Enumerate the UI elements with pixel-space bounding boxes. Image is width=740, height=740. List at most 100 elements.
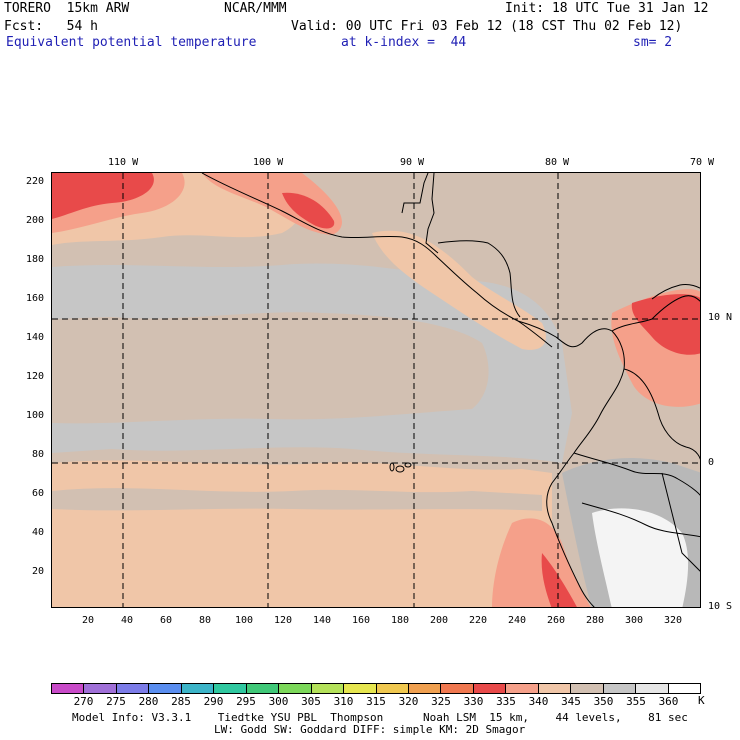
- x-tick-20: 20: [82, 615, 95, 626]
- x-tick-40: 40: [121, 615, 134, 626]
- colorbar-swatch: [408, 684, 442, 693]
- lon-label-70w: 70 W: [690, 157, 715, 168]
- graticule: [52, 173, 700, 607]
- x-tick-120: 120: [274, 615, 293, 626]
- colorbar-swatch: [149, 684, 182, 693]
- colorbar-swatch: [84, 684, 117, 693]
- colorbar-label: 350: [593, 695, 614, 708]
- x-tick-80: 80: [199, 615, 212, 626]
- model-name: TORERO 15km ARW: [4, 1, 130, 16]
- colorbar-label: 290: [203, 695, 224, 708]
- lat-label-10s: 10 S: [708, 601, 733, 612]
- field-red-nw-core: [52, 173, 154, 219]
- colorbar-labels: 270 275 280 285 290 295 300 305 310 315 320 325 330 3…: [51, 696, 701, 708]
- colorbar-swatch: [571, 684, 604, 693]
- y-tick-140: 140: [26, 332, 45, 343]
- colorbar-label: 330: [463, 695, 484, 708]
- colorbar-swatch: [246, 684, 280, 693]
- coast-yucatan: [401, 173, 439, 254]
- x-tick-60: 60: [160, 615, 173, 626]
- y-tick-160: 160: [26, 293, 45, 304]
- field-red-peru: [492, 518, 591, 607]
- x-tick-200: 200: [430, 615, 449, 626]
- level-info: at k-index = 44: [341, 35, 467, 50]
- x-tick-320: 320: [664, 615, 683, 626]
- colorbar-swatch: [506, 684, 539, 693]
- field-red-peru-core: [541, 553, 577, 607]
- colorbar-swatch: [311, 684, 345, 693]
- coast-colombia: [546, 330, 625, 607]
- colorbar-swatch: [376, 684, 409, 693]
- field-salmon-central-america: [372, 230, 546, 350]
- island-galapagos-3: [389, 462, 395, 472]
- coast-cuba: [651, 284, 700, 300]
- colorbar-label: 320: [398, 695, 419, 708]
- colorbar-swatch: [116, 684, 150, 693]
- x-tick-160: 160: [352, 615, 371, 626]
- lon-label-80w: 80 W: [545, 157, 570, 168]
- physics-info: LW: Godd SW: Goddard DIFF: simple KM: 2D…: [214, 723, 526, 736]
- y-tick-100: 100: [26, 410, 45, 421]
- island-galapagos-1: [395, 465, 405, 473]
- y-tick-40: 40: [32, 527, 45, 538]
- colorbar-label: 315: [366, 695, 386, 708]
- colorbar-label: 280: [138, 695, 159, 708]
- x-tick-140: 140: [313, 615, 332, 626]
- lat-label-0: 0: [708, 457, 715, 468]
- colorbar-swatch: [344, 684, 377, 693]
- x-tick-260: 260: [547, 615, 566, 626]
- map-panel: [51, 172, 701, 608]
- colorbar-label: 325: [431, 695, 451, 708]
- x-tick-180: 180: [391, 615, 410, 626]
- field-grey-band-1: [52, 488, 542, 511]
- coast-mexico: [201, 173, 553, 348]
- coastlines: [201, 173, 700, 607]
- y-tick-120: 120: [26, 371, 45, 382]
- colorbar-label: 285: [171, 695, 191, 708]
- y-tick-60: 60: [32, 488, 45, 499]
- field-salmon-south: [52, 460, 552, 607]
- y-tick-180: 180: [26, 254, 45, 265]
- colorbar-swatch: [441, 684, 474, 693]
- colorbar-label: 270: [73, 695, 94, 708]
- x-tick-300: 300: [625, 615, 644, 626]
- lon-label-100w: 100 W: [253, 157, 284, 168]
- colorbar: [51, 683, 701, 694]
- colorbar-label: 335: [496, 695, 516, 708]
- colorbar-label: 295: [236, 695, 256, 708]
- colorbar-swatch: [214, 684, 247, 693]
- colorbar-swatch: [473, 684, 507, 693]
- colorbar-label: 345: [561, 695, 581, 708]
- field-name: Equivalent potential temperature: [6, 35, 257, 50]
- coast-honduras: [437, 240, 521, 318]
- init-time: Init: 18 UTC Tue 31 Jan 12: [505, 1, 709, 16]
- colorbar-swatch: [181, 684, 215, 693]
- island-galapagos-2: [404, 462, 412, 468]
- colorbar-label: 340: [528, 695, 549, 708]
- colorbar-label: 355: [626, 695, 646, 708]
- colorbar-label: 305: [301, 695, 321, 708]
- colorbar-swatch: [636, 684, 669, 693]
- lon-label-110w: 110 W: [108, 157, 139, 168]
- y-tick-20: 20: [32, 566, 45, 577]
- border-interior: [573, 368, 700, 572]
- field-white-andes: [592, 508, 689, 607]
- colorbar-swatch: [668, 684, 701, 693]
- model-info: Model Info: V3.3.1 Tiedtke YSU PBL Thomp…: [72, 711, 688, 724]
- x-tick-220: 220: [469, 615, 488, 626]
- colorbar-unit: K: [698, 694, 705, 707]
- y-tick-220: 220: [26, 176, 45, 187]
- colorbar-swatch: [603, 684, 637, 693]
- y-tick-80: 80: [32, 449, 45, 460]
- colorbar-swatch: [538, 684, 572, 693]
- colorbar-label: 310: [333, 695, 354, 708]
- valid-time: Valid: 00 UTC Fri 03 Feb 12 (18 CST Thu …: [291, 19, 683, 34]
- x-tick-240: 240: [508, 615, 527, 626]
- center-name: NCAR/MMM: [224, 1, 287, 16]
- lat-label-10n: 10 N: [708, 312, 733, 323]
- colorbar-swatch: [279, 684, 312, 693]
- colorbar-label: 275: [106, 695, 126, 708]
- coast-panama: [517, 320, 613, 348]
- map-field: [52, 173, 700, 607]
- field-red-caribbean-core: [631, 294, 700, 355]
